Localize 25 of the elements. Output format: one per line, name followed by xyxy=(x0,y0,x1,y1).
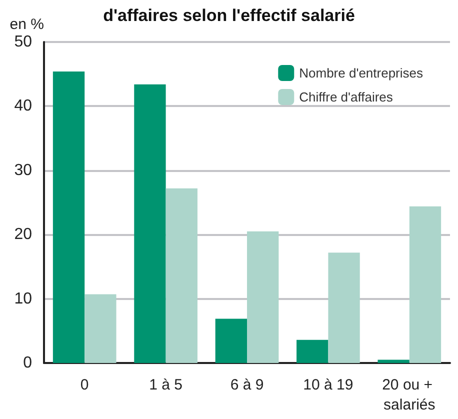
bar xyxy=(409,206,442,363)
chart-title: d'affaires selon l'effectif salarié xyxy=(103,6,355,25)
bar xyxy=(134,84,166,363)
bar xyxy=(166,188,198,363)
y-axis-title: en % xyxy=(10,16,44,33)
x-tick-label: 6 à 9 xyxy=(230,376,264,394)
bar xyxy=(247,231,279,363)
y-tick-label: 10 xyxy=(14,290,32,308)
legend-label: Chiffre d'affaires xyxy=(299,90,394,104)
bar xyxy=(328,252,360,363)
y-tick-label: 20 xyxy=(14,226,32,244)
x-tick-label: 20 ou + salariés xyxy=(382,376,437,414)
y-tick-label: 50 xyxy=(14,34,32,50)
bar xyxy=(215,318,247,363)
y-tick-label: 40 xyxy=(14,98,32,115)
y-tick-label: 30 xyxy=(14,162,32,179)
legend-label: Nombre d'entreprises xyxy=(299,66,424,80)
x-tick-label: 10 à 19 xyxy=(303,376,354,394)
x-tick-label: 1 à 5 xyxy=(149,376,182,394)
y-tick-label: 0 xyxy=(23,354,32,372)
x-tick-label: 0 xyxy=(80,376,89,394)
bar xyxy=(52,72,85,363)
bar xyxy=(378,360,410,363)
bar xyxy=(84,294,116,363)
bar xyxy=(296,340,328,363)
